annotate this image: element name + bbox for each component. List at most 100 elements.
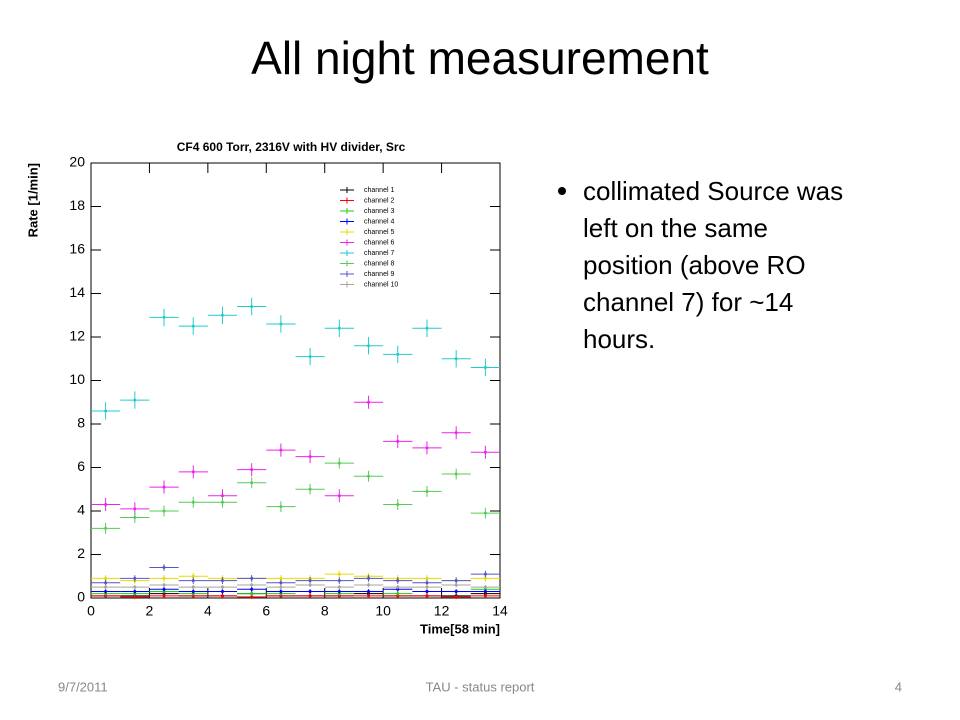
series (91, 457, 500, 534)
legend-label: channel 8 (364, 260, 394, 267)
legend-label: channel 6 (364, 239, 394, 246)
footer-center: TAU - status report (426, 679, 535, 694)
series (91, 564, 500, 587)
x-tick-label: 6 (262, 603, 270, 619)
point (308, 455, 312, 459)
point (133, 516, 137, 520)
y-tick-label: 16 (69, 241, 85, 257)
point (220, 494, 224, 498)
x-tick-label: 10 (375, 603, 391, 619)
point (396, 585, 400, 589)
x-axis-label: Time[58 min] (420, 621, 500, 636)
point (454, 431, 458, 435)
point (308, 594, 312, 598)
point (425, 326, 429, 330)
y-tick-label: 10 (69, 371, 85, 387)
point (308, 487, 312, 491)
point (162, 587, 166, 591)
point (279, 448, 283, 452)
point (279, 576, 283, 580)
y-tick-label: 6 (77, 458, 85, 474)
point (367, 594, 371, 598)
point (104, 589, 108, 593)
point (367, 474, 371, 478)
x-tick-label: 2 (146, 603, 154, 619)
point (162, 315, 166, 319)
point (104, 581, 108, 585)
point (337, 579, 341, 583)
point (454, 595, 458, 599)
point (308, 589, 312, 593)
point (337, 326, 341, 330)
point (396, 592, 400, 596)
point (337, 585, 341, 589)
slide-title: All night measurement (251, 32, 709, 84)
point (367, 400, 371, 404)
point (308, 355, 312, 359)
y-tick-label: 4 (77, 502, 85, 518)
y-axis-label: Rate [1/min] (25, 163, 40, 237)
point (220, 579, 224, 583)
point (425, 489, 429, 493)
point (308, 579, 312, 583)
y-tick-label: 2 (77, 545, 85, 561)
legend-label: channel 2 (364, 197, 394, 204)
point (454, 589, 458, 593)
legend-label: channel 3 (364, 208, 394, 215)
point (454, 579, 458, 583)
point (191, 589, 195, 593)
point (337, 494, 341, 498)
point (396, 352, 400, 356)
point (104, 585, 108, 589)
point (308, 583, 312, 587)
point (367, 583, 371, 587)
bullet-line: hours. (583, 324, 655, 354)
point (250, 468, 254, 472)
point (250, 595, 254, 599)
legend-label: channel 5 (364, 229, 394, 236)
point (425, 585, 429, 589)
point (104, 576, 108, 580)
y-tick-label: 12 (69, 328, 85, 344)
point (133, 585, 137, 589)
series (91, 587, 500, 594)
point (162, 485, 166, 489)
point (162, 583, 166, 587)
plot-frame (90, 162, 501, 599)
y-tick-label: 20 (69, 154, 85, 170)
point (396, 502, 400, 506)
point (367, 344, 371, 348)
x-tick-label: 12 (434, 603, 450, 619)
point (425, 446, 429, 450)
y-tick-label: 14 (69, 284, 85, 300)
x-tick-label: 8 (321, 603, 329, 619)
point (396, 439, 400, 443)
legend-label: channel 10 (364, 281, 398, 288)
y-tick-label: 18 (69, 197, 85, 213)
point (220, 585, 224, 589)
bullet-line: position (above RO (583, 250, 806, 280)
point (250, 587, 254, 591)
point (483, 450, 487, 454)
point (454, 472, 458, 476)
point (250, 481, 254, 485)
point (104, 526, 108, 530)
series (91, 591, 500, 598)
point (483, 576, 487, 580)
point (104, 409, 108, 413)
point (250, 576, 254, 580)
legend-label: channel 1 (364, 187, 394, 194)
point (191, 574, 195, 578)
legend-label: channel 9 (364, 271, 394, 278)
point (367, 576, 371, 580)
point (162, 566, 166, 570)
series (91, 570, 500, 584)
point (425, 589, 429, 593)
point (279, 581, 283, 585)
point (220, 589, 224, 593)
point (133, 595, 137, 599)
point (483, 511, 487, 515)
point (425, 576, 429, 580)
point (220, 313, 224, 317)
